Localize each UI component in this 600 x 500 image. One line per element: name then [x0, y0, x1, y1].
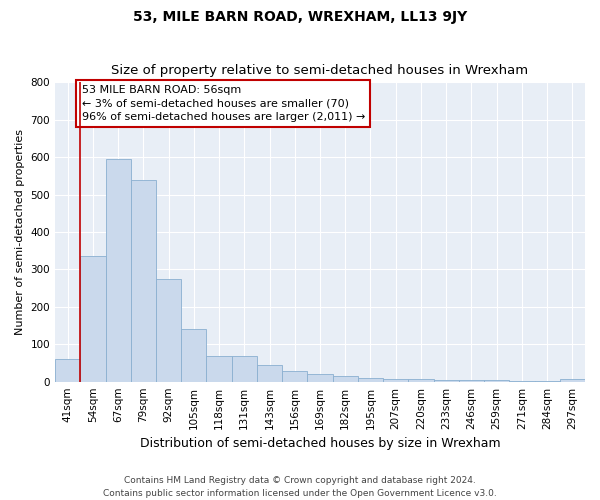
Bar [257, 365, 282, 382]
Y-axis label: Number of semi-detached properties: Number of semi-detached properties [15, 129, 25, 335]
Bar [206, 356, 232, 382]
Bar [509, 380, 535, 382]
Bar [232, 356, 257, 382]
Bar [434, 380, 459, 382]
Bar [332, 376, 358, 382]
Bar [131, 180, 156, 382]
Title: Size of property relative to semi-detached houses in Wrexham: Size of property relative to semi-detach… [112, 64, 529, 77]
Bar [409, 380, 434, 382]
Bar [484, 380, 509, 382]
Text: 53 MILE BARN ROAD: 56sqm
← 3% of semi-detached houses are smaller (70)
96% of se: 53 MILE BARN ROAD: 56sqm ← 3% of semi-de… [82, 86, 365, 122]
Bar [156, 279, 181, 382]
Bar [307, 374, 332, 382]
Text: Contains HM Land Registry data © Crown copyright and database right 2024.
Contai: Contains HM Land Registry data © Crown c… [103, 476, 497, 498]
Bar [80, 256, 106, 382]
Bar [282, 371, 307, 382]
Bar [181, 330, 206, 382]
Bar [459, 380, 484, 382]
Bar [358, 378, 383, 382]
Bar [383, 378, 409, 382]
Bar [560, 380, 585, 382]
X-axis label: Distribution of semi-detached houses by size in Wrexham: Distribution of semi-detached houses by … [140, 437, 500, 450]
Bar [106, 159, 131, 382]
Bar [55, 359, 80, 382]
Text: 53, MILE BARN ROAD, WREXHAM, LL13 9JY: 53, MILE BARN ROAD, WREXHAM, LL13 9JY [133, 10, 467, 24]
